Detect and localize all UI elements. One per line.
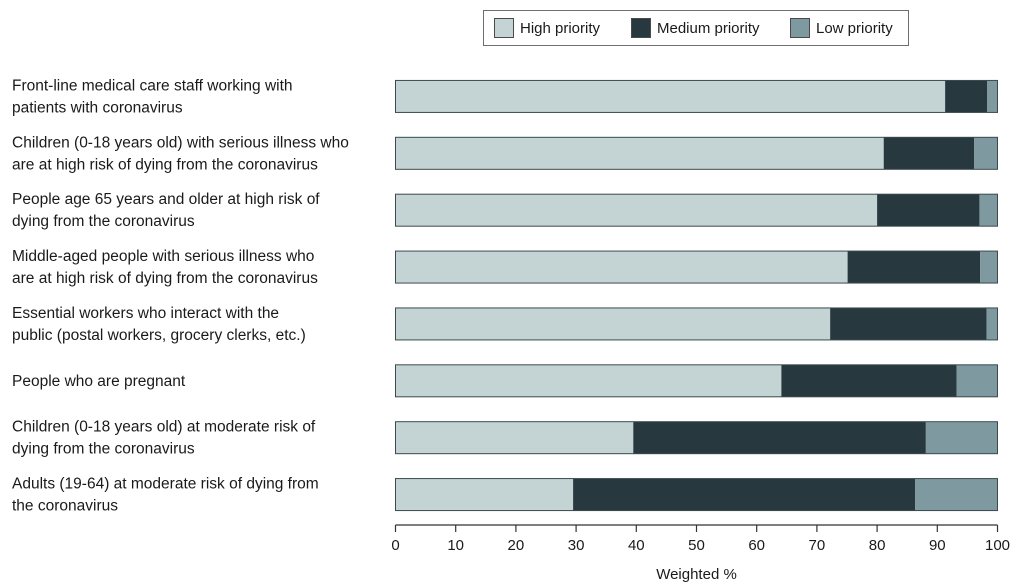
chart-legend: High priority Medium priority Low priori… [483,10,909,46]
bar-outline [395,364,998,398]
bar-segment-high-priority [395,307,831,340]
x-tick-label: 80 [869,537,886,554]
category-label-line: Essential workers who interact with the [12,305,279,322]
category-label-line: the coronavirus [12,498,118,515]
category-label-line: Middle-aged people with serious illness … [12,248,314,265]
category-label-line: Adults (19-64) at moderate risk of dying… [12,476,319,493]
legend-label-medium: Medium priority [657,19,760,37]
x-tick-label: 30 [568,537,585,554]
x-tick-label: 0 [391,537,399,554]
category-label: Children (0-18 years old) at moderate ri… [12,419,316,458]
category-label-line: dying from the coronavirus [12,441,195,458]
bar-outline [395,250,998,284]
x-tick-label: 60 [748,537,765,554]
legend-item-high: High priority [494,11,600,45]
bar-segment-high-priority [395,364,782,397]
legend-swatch-low [790,18,810,38]
bar-outline [395,421,998,455]
bar-outline [395,136,998,170]
bar-segment-medium-priority [945,80,988,113]
category-label: People who are pregnant [12,373,186,390]
x-tick-label: 70 [809,537,826,554]
legend-item-low: Low priority [790,11,893,45]
category-label: Adults (19-64) at moderate risk of dying… [12,476,319,515]
category-label: Middle-aged people with serious illness … [12,248,318,287]
category-label-line: patients with coronavirus [12,99,183,116]
bar-segment-high-priority [395,80,946,113]
category-label-line: are at high risk of dying from the coron… [12,156,318,173]
bar-segment-high-priority [395,194,878,227]
category-label-line: Children (0-18 years old) at moderate ri… [12,419,316,436]
x-axis-title: Weighted % [656,566,737,583]
category-label-line: public (postal workers, grocery clerks, … [12,327,306,344]
category-label-line: Children (0-18 years old) with serious i… [12,134,349,151]
category-label: Front-line medical care staff working wi… [12,77,293,116]
category-label: People age 65 years and older at high ri… [12,191,320,230]
category-label-line: Front-line medical care staff working wi… [12,77,293,94]
category-label-line: are at high risk of dying from the coron… [12,270,318,287]
bar-segment-low-priority [986,307,998,340]
bar-segment-low-priority [980,251,998,284]
bar-segment-low-priority [987,80,998,113]
x-tick-label: 90 [929,537,946,554]
bar-segment-medium-priority [573,478,916,511]
bar-segment-medium-priority [633,421,926,454]
bar-segment-medium-priority [883,137,975,170]
bar-outline [395,193,998,227]
bar-outline [395,79,998,113]
legend-label-high: High priority [520,19,601,37]
legend-label-low: Low priority [816,19,893,37]
bar-segment-high-priority [395,478,574,511]
category-label-line: People age 65 years and older at high ri… [12,191,320,208]
bar-segment-medium-priority [847,251,981,284]
category-label-line: People who are pregnant [12,373,186,390]
category-label: Children (0-18 years old) with serious i… [12,134,349,173]
bar-segment-low-priority [979,194,998,227]
category-label: Essential workers who interact with the p… [12,305,306,344]
bar-segment-high-priority [395,137,884,170]
bar-outline [395,478,998,512]
bar-segment-high-priority [395,251,848,284]
legend-item-medium: Medium priority [631,11,760,45]
bar-segment-medium-priority [830,307,987,340]
x-tick-label: 50 [688,537,705,554]
bar-segment-medium-priority [877,194,980,227]
bar-segment-low-priority [925,421,998,454]
legend-swatch-high [494,18,514,38]
x-tick-label: 100 [985,537,1010,554]
bar-segment-low-priority [915,478,998,511]
x-tick-label: 40 [628,537,645,554]
x-tick-label: 10 [447,537,464,554]
bar-segment-low-priority [956,364,998,397]
bar-outline [395,307,998,341]
x-tick-label: 20 [508,537,525,554]
bar-segment-low-priority [974,137,998,170]
category-label-line: dying from the coronavirus [12,213,195,230]
bar-segment-high-priority [395,421,634,454]
bar-segment-medium-priority [781,364,957,397]
legend-swatch-medium [631,18,651,38]
